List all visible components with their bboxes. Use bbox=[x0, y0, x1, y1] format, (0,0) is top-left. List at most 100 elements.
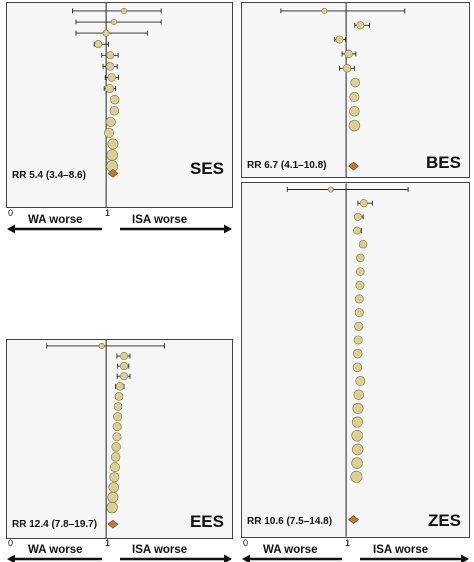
wa-worse-arrowhead bbox=[7, 225, 15, 234]
study-5 bbox=[340, 64, 355, 72]
study-2 bbox=[76, 19, 161, 24]
study-point bbox=[351, 78, 360, 87]
study-10 bbox=[113, 433, 121, 441]
study-point bbox=[108, 74, 116, 82]
study-point bbox=[109, 482, 119, 492]
study-1 bbox=[281, 8, 405, 13]
study-point bbox=[113, 412, 121, 420]
wa-worse-arrowhead bbox=[7, 555, 15, 562]
study-4 bbox=[117, 373, 130, 380]
wa-worse-label: WA worse bbox=[28, 214, 83, 226]
isa-worse-label: ISA worse bbox=[132, 214, 187, 226]
study-point bbox=[355, 295, 363, 303]
study-14 bbox=[110, 473, 119, 482]
isa-worse-arrowhead bbox=[224, 225, 232, 234]
study-5 bbox=[359, 240, 367, 248]
forest-panel-bes: BES RR 6.7 (4.1–10.8) bbox=[241, 2, 470, 178]
study-point bbox=[110, 95, 119, 104]
study-9 bbox=[355, 295, 363, 303]
isa-worse-label: ISA worse bbox=[373, 544, 428, 556]
study-point bbox=[120, 362, 127, 369]
study-7 bbox=[350, 92, 359, 101]
study-point bbox=[108, 139, 118, 149]
study-point bbox=[352, 417, 362, 427]
wa-worse-arrowhead bbox=[242, 555, 250, 562]
study-6 bbox=[103, 62, 117, 70]
study-point bbox=[345, 50, 353, 58]
study-7 bbox=[356, 268, 364, 276]
stent-name-bes: BES bbox=[426, 153, 461, 173]
isa-worse-label: ISA worse bbox=[132, 544, 187, 556]
study-point bbox=[110, 106, 119, 115]
study-point bbox=[322, 8, 327, 13]
axis-ees: 0 1 WA worse ISA worse bbox=[6, 540, 233, 562]
study-point bbox=[110, 462, 119, 471]
study-7 bbox=[114, 403, 122, 411]
study-point bbox=[336, 36, 343, 43]
study-19 bbox=[352, 430, 363, 441]
study-point bbox=[111, 453, 120, 462]
study-10 bbox=[355, 308, 363, 316]
summary-rr-bes: RR 6.7 (4.1–10.8) bbox=[247, 160, 327, 171]
study-point bbox=[351, 471, 362, 482]
forest-plot-bes bbox=[242, 3, 469, 177]
study-point bbox=[115, 393, 123, 401]
forest-panel-ses: SES RR 5.4 (3.4–8.6) bbox=[6, 2, 233, 208]
pooled-diamond-ees bbox=[108, 520, 118, 528]
study-6 bbox=[356, 254, 364, 262]
study-12 bbox=[104, 128, 113, 137]
study-4 bbox=[353, 227, 361, 234]
study-point bbox=[107, 52, 114, 59]
study-point bbox=[353, 227, 360, 234]
axis-tick-zero: 0 bbox=[8, 538, 13, 548]
summary-rr-zes: RR 10.6 (7.5–14.8) bbox=[247, 516, 332, 527]
study-15 bbox=[356, 376, 365, 385]
study-point bbox=[103, 30, 109, 36]
study-point bbox=[99, 343, 104, 348]
isa-worse-arrowhead bbox=[461, 555, 469, 562]
study-13 bbox=[108, 139, 118, 149]
study-point bbox=[107, 150, 118, 161]
study-15 bbox=[109, 482, 119, 492]
study-16 bbox=[354, 390, 364, 400]
stent-name-ees: EES bbox=[190, 512, 224, 532]
study-point bbox=[356, 268, 364, 276]
study-point bbox=[352, 458, 363, 469]
study-3 bbox=[76, 30, 147, 36]
study-9 bbox=[110, 95, 119, 104]
study-2 bbox=[117, 352, 130, 359]
study-9 bbox=[349, 120, 360, 131]
summary-rr-ses: RR 5.4 (3.4–8.6) bbox=[12, 170, 86, 181]
study-point bbox=[113, 423, 121, 431]
wa-worse-label: WA worse bbox=[28, 544, 83, 556]
axis-ses: 0 1 WA worse ISA worse bbox=[6, 210, 233, 232]
study-point bbox=[353, 363, 362, 372]
study-14 bbox=[107, 150, 118, 161]
study-7 bbox=[105, 74, 118, 82]
isa-worse-arrowhead bbox=[224, 555, 232, 562]
study-17 bbox=[107, 502, 118, 513]
study-point bbox=[352, 444, 363, 455]
study-13 bbox=[110, 462, 119, 471]
study-point bbox=[95, 41, 102, 48]
study-17 bbox=[353, 403, 363, 413]
study-20 bbox=[352, 444, 363, 455]
study-point bbox=[121, 8, 126, 13]
axis-tick-one: 1 bbox=[105, 208, 110, 218]
pooled-diamond-bes bbox=[349, 162, 359, 170]
study-2 bbox=[355, 22, 370, 29]
study-6 bbox=[115, 393, 123, 401]
study-point bbox=[350, 92, 359, 101]
study-5 bbox=[102, 52, 118, 59]
study-18 bbox=[352, 417, 362, 427]
forest-plot-ees bbox=[7, 340, 232, 538]
stent-name-zes: ZES bbox=[428, 511, 461, 531]
study-point bbox=[108, 492, 118, 502]
study-point bbox=[106, 62, 114, 70]
study-point bbox=[360, 200, 367, 207]
study-point bbox=[104, 128, 113, 137]
study-3 bbox=[335, 36, 346, 43]
study-point bbox=[120, 352, 127, 359]
study-14 bbox=[353, 363, 362, 372]
study-point bbox=[359, 240, 367, 248]
